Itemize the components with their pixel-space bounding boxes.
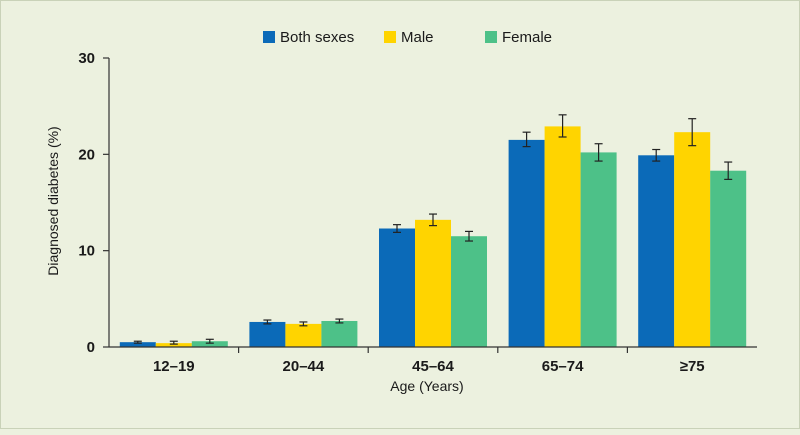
- error-bar: [263, 319, 272, 325]
- bar-female: [580, 152, 617, 347]
- error-bars-layer: [133, 114, 733, 345]
- x-category-label: 20–44: [283, 358, 325, 375]
- bar-male: [544, 126, 581, 347]
- error-bar: [205, 338, 214, 344]
- bar-female: [710, 170, 747, 347]
- x-category-label: ≥75: [680, 358, 705, 375]
- error-bar: [429, 213, 437, 227]
- x-category-label: 45–64: [412, 358, 454, 375]
- legend-swatch: [485, 31, 497, 43]
- x-category-label: 65–74: [542, 358, 584, 375]
- y-tick-label: 10: [78, 243, 95, 260]
- y-axis-ticks: 0 10 20 30: [78, 50, 109, 356]
- legend-label: Female: [502, 29, 552, 46]
- bar-both-sexes: [638, 155, 675, 347]
- legend-swatch: [263, 31, 275, 43]
- y-tick-label: 30: [78, 50, 95, 67]
- legend: Both sexes Male Female: [263, 29, 552, 46]
- y-tick-label: 0: [87, 339, 95, 356]
- bar-both-sexes: [119, 342, 156, 347]
- bar-male: [285, 323, 322, 347]
- bars-layer: [119, 126, 747, 347]
- legend-item: Male: [384, 29, 434, 46]
- error-bar: [335, 318, 344, 324]
- error-bar: [652, 148, 661, 162]
- error-bar: [133, 340, 142, 344]
- error-bar: [594, 143, 603, 162]
- error-bar: [522, 131, 531, 148]
- y-tick-label: 20: [78, 146, 95, 163]
- legend-item: Female: [485, 29, 552, 46]
- legend-swatch: [384, 31, 396, 43]
- x-axis-title: Age (Years): [390, 378, 463, 394]
- bar-both-sexes: [249, 321, 286, 347]
- bar-female: [321, 320, 358, 347]
- bar-female: [191, 341, 228, 347]
- bar-male: [674, 132, 711, 347]
- error-bar: [688, 118, 697, 147]
- bar-both-sexes: [379, 228, 415, 347]
- bar-female: [451, 236, 487, 347]
- error-bar: [169, 340, 178, 345]
- x-axis-ticks: 12–19 20–44 45–64 65–74 ≥75: [153, 347, 705, 375]
- bar-both-sexes: [508, 139, 545, 347]
- bar-male: [415, 219, 451, 347]
- legend-label: Male: [401, 29, 434, 46]
- error-bar: [558, 114, 567, 138]
- y-axis-title: Diagnosed diabetes (%): [45, 126, 61, 275]
- bar-male: [155, 343, 192, 347]
- error-bar: [299, 321, 308, 327]
- legend-label: Both sexes: [280, 29, 354, 46]
- error-bar: [724, 161, 733, 180]
- error-bar: [393, 224, 401, 233]
- x-category-label: 12–19: [153, 358, 195, 375]
- error-bar: [465, 230, 473, 242]
- legend-item: Both sexes: [263, 29, 354, 46]
